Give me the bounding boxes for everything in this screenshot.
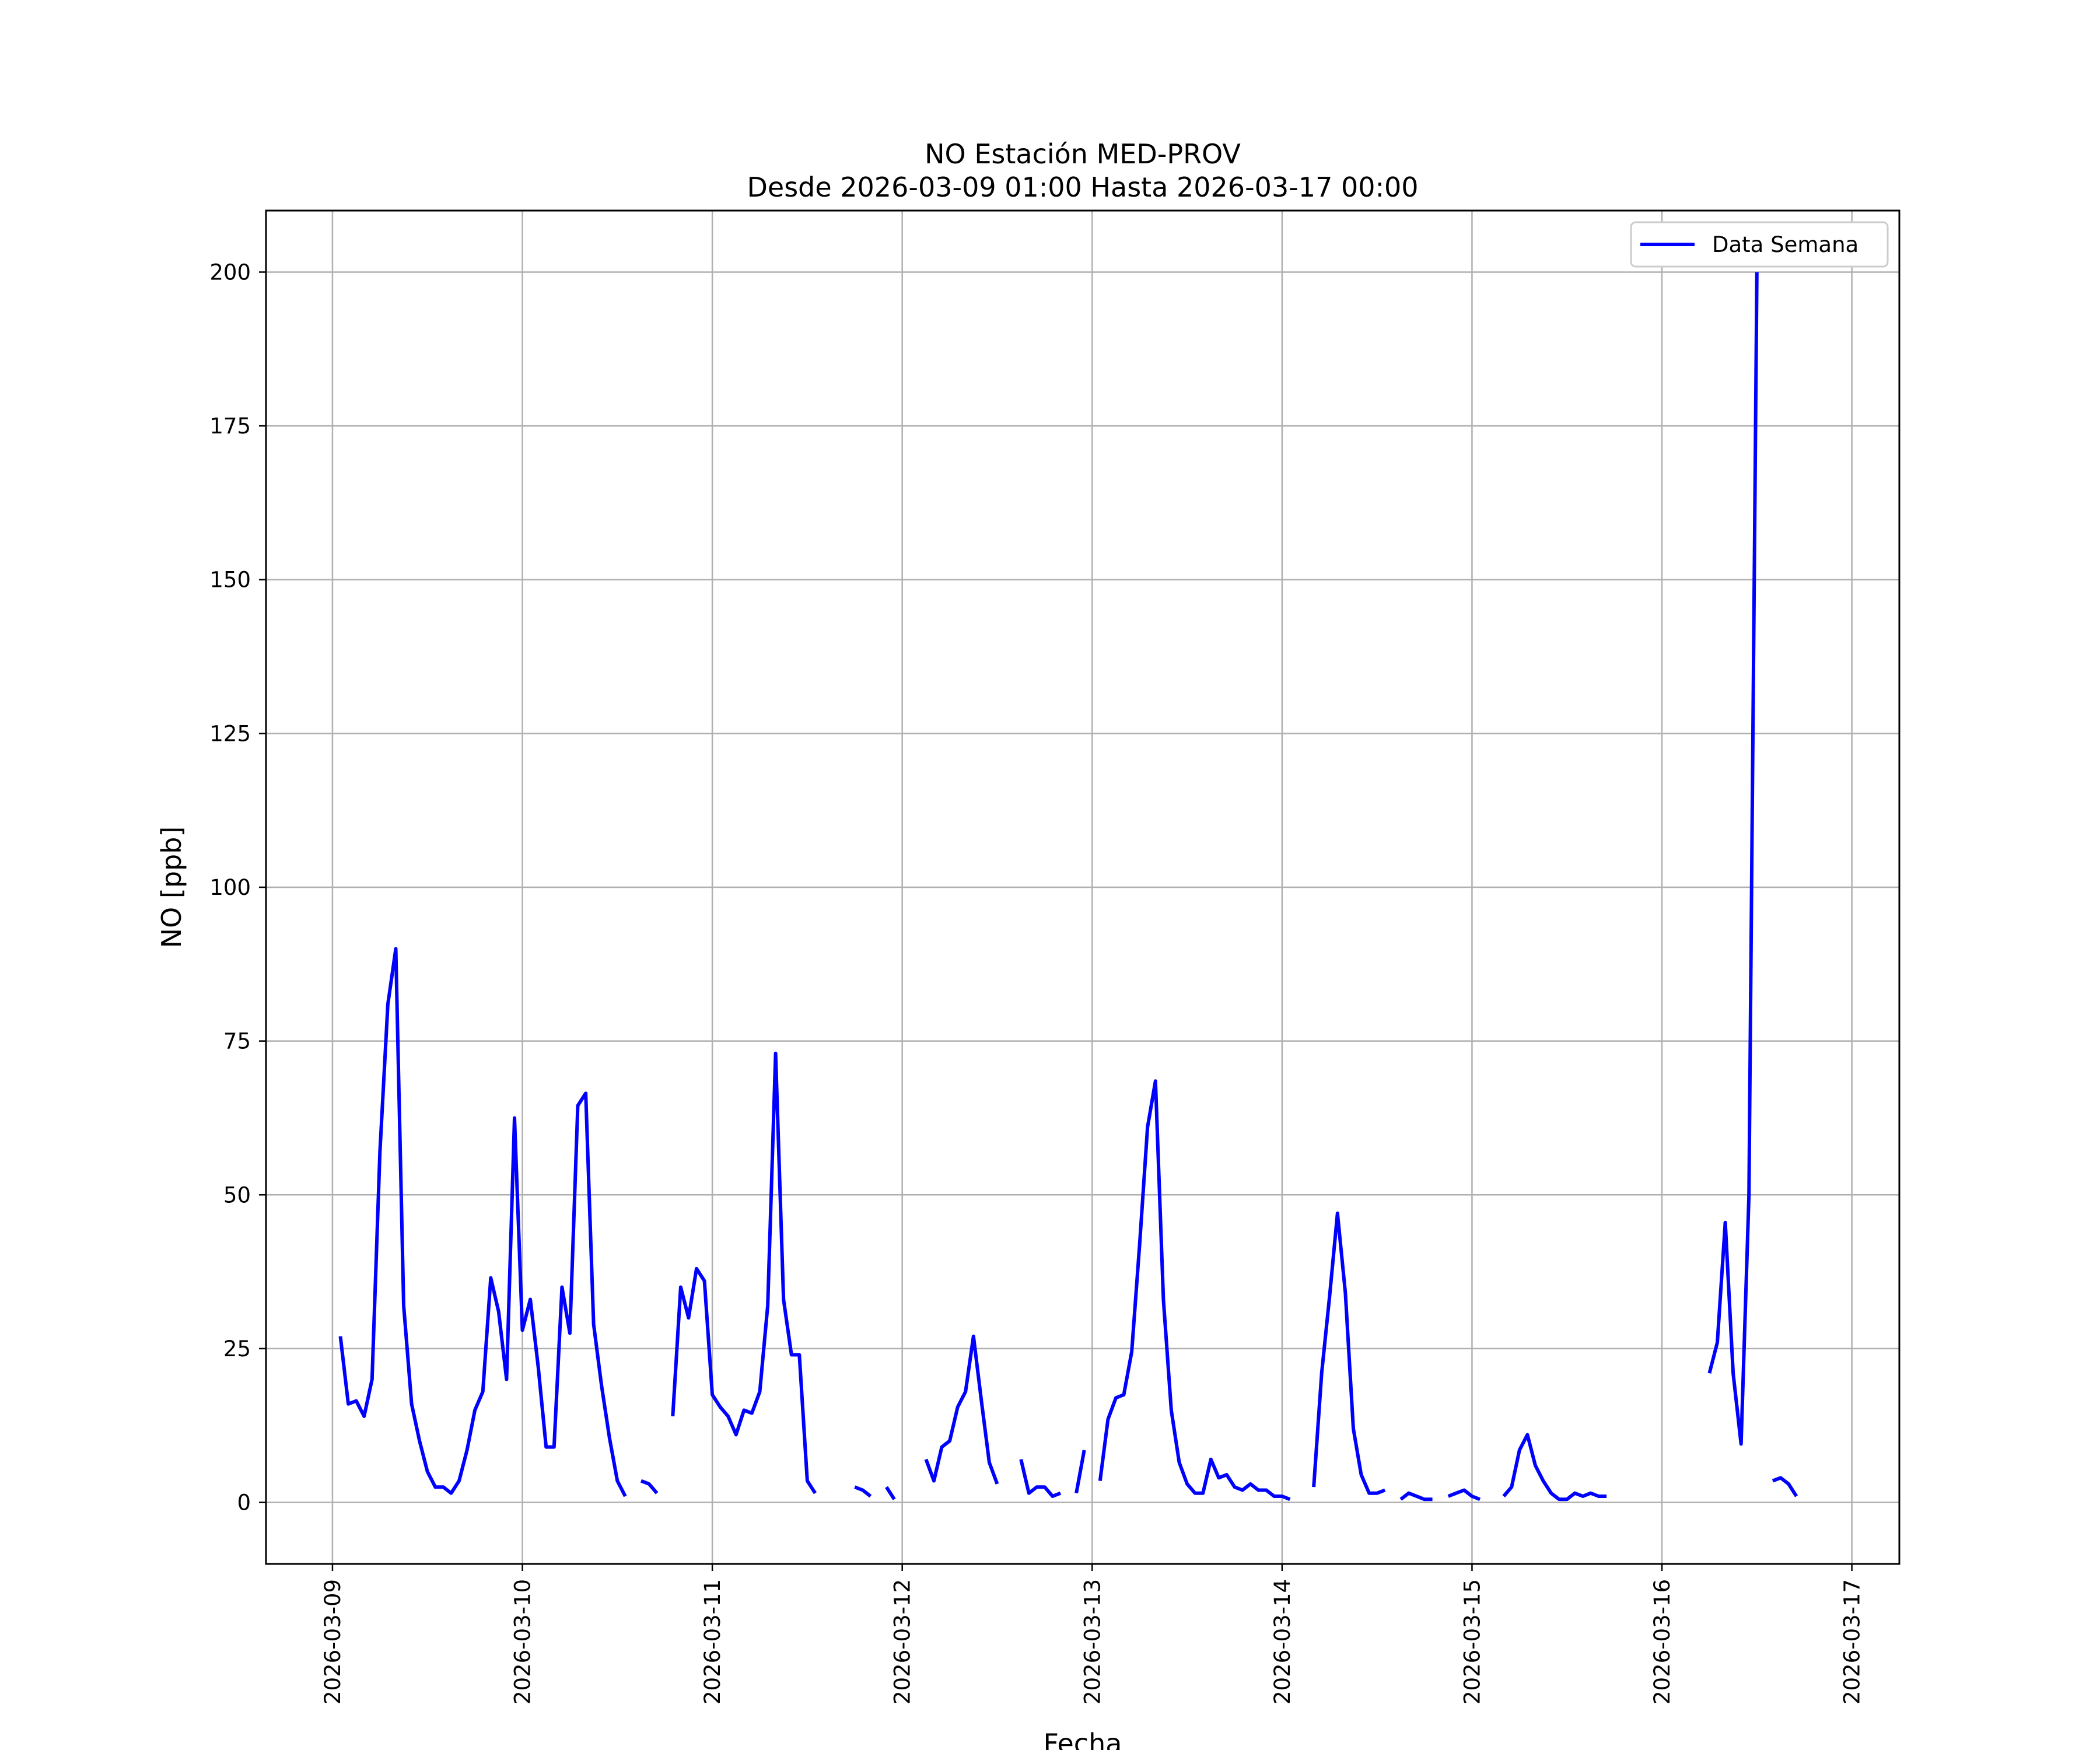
- x-tick-label: 2026-03-09: [320, 1579, 345, 1704]
- series-line-segment: [1447, 1488, 1481, 1502]
- x-tick-label: 2026-03-14: [1270, 1579, 1295, 1704]
- tick-layer: 0 25 50 75 100 125 150 175 200 2026-03-09 2026-03-…: [209, 260, 1864, 1704]
- grid-layer: [266, 211, 1899, 1564]
- series-line-segment: [1502, 1433, 1607, 1502]
- y-tick-label: 0: [237, 1490, 251, 1516]
- series-line-segment: [854, 1485, 872, 1498]
- y-tick-label: 175: [209, 414, 251, 439]
- x-tick-label: 2026-03-10: [510, 1579, 536, 1704]
- x-tick-label: 2026-03-16: [1650, 1579, 1675, 1704]
- data-layer: [338, 272, 1798, 1502]
- series-line-segment: [1019, 1459, 1062, 1498]
- x-tick-label: 2026-03-13: [1080, 1579, 1105, 1704]
- y-tick-label: 100: [209, 875, 251, 900]
- series-line-segment: [338, 947, 627, 1497]
- y-tick-label: 150: [209, 568, 251, 593]
- series-line-segment: [1312, 1211, 1386, 1495]
- series-line-segment: [1399, 1491, 1433, 1502]
- legend-box: [1630, 221, 1889, 268]
- x-tick-label: 2026-03-12: [890, 1579, 915, 1704]
- series-line-segment: [924, 1334, 999, 1485]
- series-line-segment: [1074, 1450, 1086, 1494]
- y-axis-label: NO [ppb]: [156, 827, 187, 949]
- series-line-segment: [885, 1486, 896, 1500]
- series-line-segment: [640, 1479, 659, 1494]
- x-tick-label: 2026-03-15: [1460, 1579, 1485, 1704]
- x-axis-label: Fecha: [1044, 1728, 1122, 1750]
- x-tick-label: 2026-03-11: [700, 1579, 725, 1704]
- chart-title: NO Estación MED-PROV: [925, 138, 1241, 170]
- series-line-segment: [1707, 272, 1759, 1446]
- series-line-segment: [1772, 1476, 1798, 1497]
- series-line-segment: [671, 1051, 817, 1494]
- y-tick-label: 75: [223, 1029, 251, 1054]
- y-tick-label: 125: [209, 721, 251, 746]
- legend: Data Semana: [1630, 221, 1889, 268]
- series-line-segment: [1098, 1079, 1291, 1502]
- y-tick-label: 200: [209, 260, 251, 285]
- chart-subtitle: Desde 2026-03-09 01:00 Hasta 2026-03-17 …: [747, 172, 1418, 203]
- y-tick-label: 50: [223, 1182, 251, 1208]
- y-tick-label: 25: [223, 1336, 251, 1362]
- legend-label: Data Semana: [1712, 232, 1859, 257]
- x-tick-label: 2026-03-17: [1840, 1579, 1865, 1704]
